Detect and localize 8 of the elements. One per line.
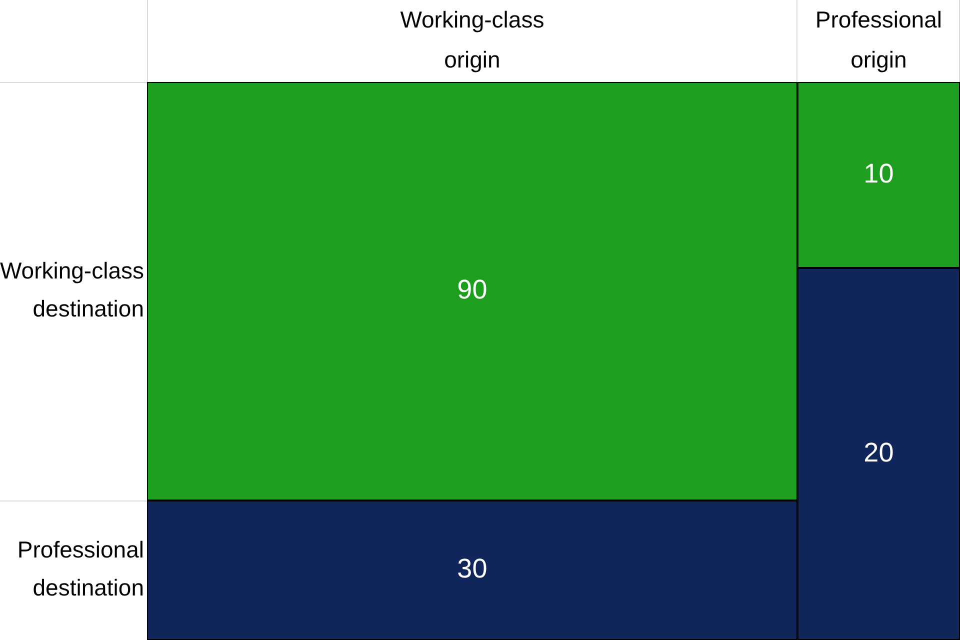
data-label: 90 bbox=[457, 274, 488, 305]
series-label: Working-class destination bbox=[0, 258, 144, 322]
data-label: 10 bbox=[864, 158, 894, 188]
category-label: Professional origin bbox=[815, 6, 942, 72]
series-label: Professional destination bbox=[17, 536, 144, 601]
data-label: 30 bbox=[457, 554, 488, 584]
data-label: 20 bbox=[864, 437, 894, 468]
category-label: Working-class origin bbox=[400, 6, 544, 72]
